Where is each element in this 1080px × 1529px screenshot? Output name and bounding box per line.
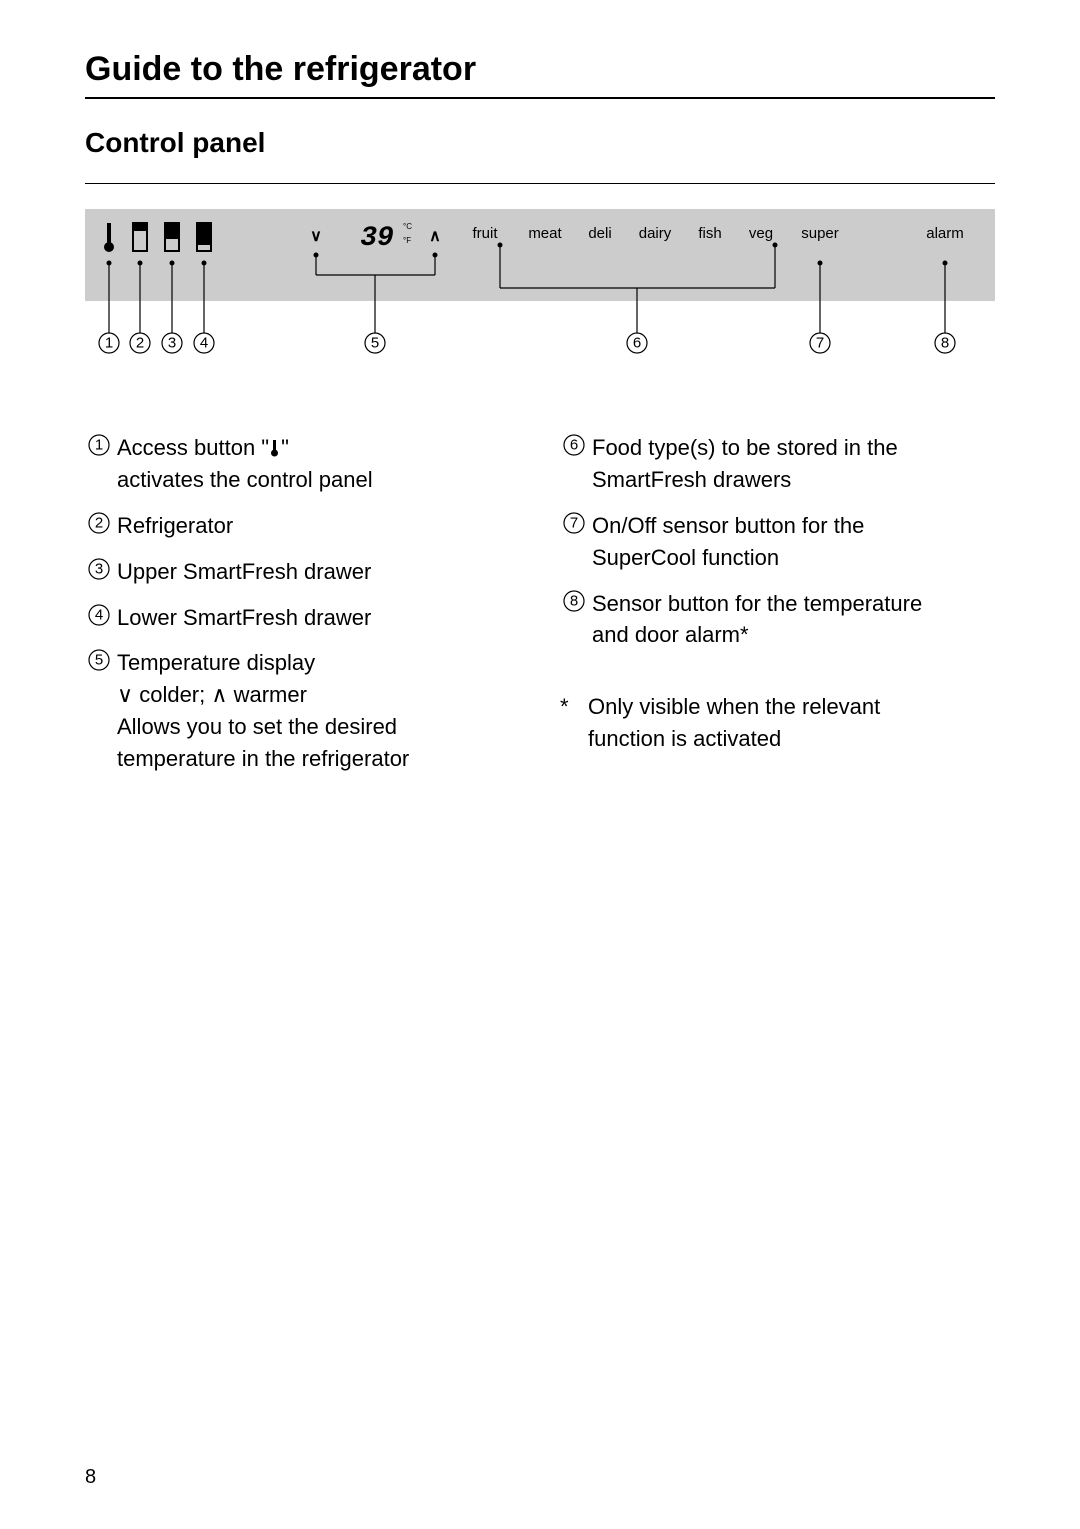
page: Guide to the refrigerator Control panel: [0, 0, 1080, 1529]
legend-marker-6: 6: [560, 434, 588, 456]
food-label-deli: deli: [588, 225, 611, 242]
legend-text-5: Temperature display ∨ colder; ∧ warmer A…: [117, 647, 520, 775]
legend: 1 Access button "" activates the control…: [85, 432, 995, 789]
legend-item-4: 4 Lower SmartFresh drawer: [85, 602, 520, 634]
svg-text:4: 4: [95, 606, 103, 623]
page-number: 8: [85, 1466, 96, 1489]
chevron-up-icon: ∧: [429, 228, 441, 245]
svg-text:1: 1: [95, 437, 103, 454]
dot-icon: [107, 261, 112, 266]
callout-7: 7: [816, 335, 824, 352]
svg-text:2: 2: [95, 514, 103, 531]
dot-icon: [202, 261, 207, 266]
legend-item-5: 5 Temperature display ∨ colder; ∧ warmer…: [85, 647, 520, 775]
callout-1: 1: [105, 335, 113, 352]
access-mini-icon: [269, 438, 281, 458]
callout-3: 3: [168, 335, 176, 352]
legend-item-7: 7 On/Off sensor button for the SuperCool…: [560, 510, 995, 574]
legend-right-col: 6 Food type(s) to be stored in the Smart…: [560, 432, 995, 789]
legend-text-8: Sensor button for the temperature and do…: [592, 588, 995, 652]
legend-item-6: 6 Food type(s) to be stored in the Smart…: [560, 432, 995, 496]
legend-item-2: 2 Refrigerator: [85, 510, 520, 542]
footnote: * Only visible when the relevant functio…: [560, 691, 995, 755]
legend-text-1: Access button "" activates the control p…: [117, 432, 520, 496]
legend-marker-7: 7: [560, 512, 588, 534]
dot-icon: [138, 261, 143, 266]
footnote-text: Only visible when the relevant function …: [588, 691, 880, 755]
panel-background: [85, 209, 995, 301]
callout-6: 6: [633, 335, 641, 352]
svg-text:5: 5: [95, 652, 103, 669]
dot-icon: [498, 243, 503, 248]
legend-text-6: Food type(s) to be stored in the SmartFr…: [592, 432, 995, 496]
food-label-veg: veg: [749, 225, 773, 242]
food-label-meat: meat: [528, 225, 562, 242]
legend-left-col: 1 Access button "" activates the control…: [85, 432, 520, 789]
food-label-dairy: dairy: [639, 225, 672, 242]
dot-icon: [943, 261, 948, 266]
legend-text-2: Refrigerator: [117, 510, 520, 542]
dot-icon: [170, 261, 175, 266]
temperature-value: 39: [360, 223, 394, 254]
svg-text:6: 6: [570, 437, 578, 454]
legend-text-4: Lower SmartFresh drawer: [117, 602, 520, 634]
svg-text:7: 7: [570, 514, 578, 531]
callout-5: 5: [371, 335, 379, 352]
legend-item-8: 8 Sensor button for the temperature and …: [560, 588, 995, 652]
legend-marker-5: 5: [85, 649, 113, 671]
legend-text-3: Upper SmartFresh drawer: [117, 556, 520, 588]
callout-8: 8: [941, 335, 949, 352]
legend-marker-3: 3: [85, 558, 113, 580]
svg-text:8: 8: [570, 592, 578, 609]
svg-text:3: 3: [95, 560, 103, 577]
food-label-fish: fish: [698, 225, 721, 242]
temperature-unit-c: °C: [403, 222, 412, 231]
footnote-star: *: [560, 691, 588, 755]
super-label: super: [801, 225, 839, 242]
legend-marker-8: 8: [560, 590, 588, 612]
callout-4: 4: [200, 335, 208, 352]
alarm-label: alarm: [926, 225, 964, 242]
control-panel-diagram: ∨ 39 °C °F ∧ fruit meat deli dairy fish …: [85, 183, 995, 403]
legend-marker-1: 1: [85, 434, 113, 456]
chevron-down-icon: ∨: [310, 228, 322, 245]
legend-text-7: On/Off sensor button for the SuperCool f…: [592, 510, 995, 574]
dot-icon: [433, 253, 438, 258]
title-rule: [85, 97, 995, 99]
section-subtitle: Control panel: [85, 127, 995, 159]
legend-item-1: 1 Access button "" activates the control…: [85, 432, 520, 496]
callout-2: 2: [136, 335, 144, 352]
page-title: Guide to the refrigerator: [85, 50, 995, 89]
legend-item-3: 3 Upper SmartFresh drawer: [85, 556, 520, 588]
dot-icon: [773, 243, 778, 248]
legend-marker-2: 2: [85, 512, 113, 534]
temperature-unit-f: °F: [403, 236, 411, 245]
callout-circles: 1 2 3 4 5 6 7 8: [99, 333, 955, 353]
dot-icon: [818, 261, 823, 266]
legend-marker-4: 4: [85, 604, 113, 626]
dot-icon: [314, 253, 319, 258]
food-label-fruit: fruit: [472, 225, 498, 242]
